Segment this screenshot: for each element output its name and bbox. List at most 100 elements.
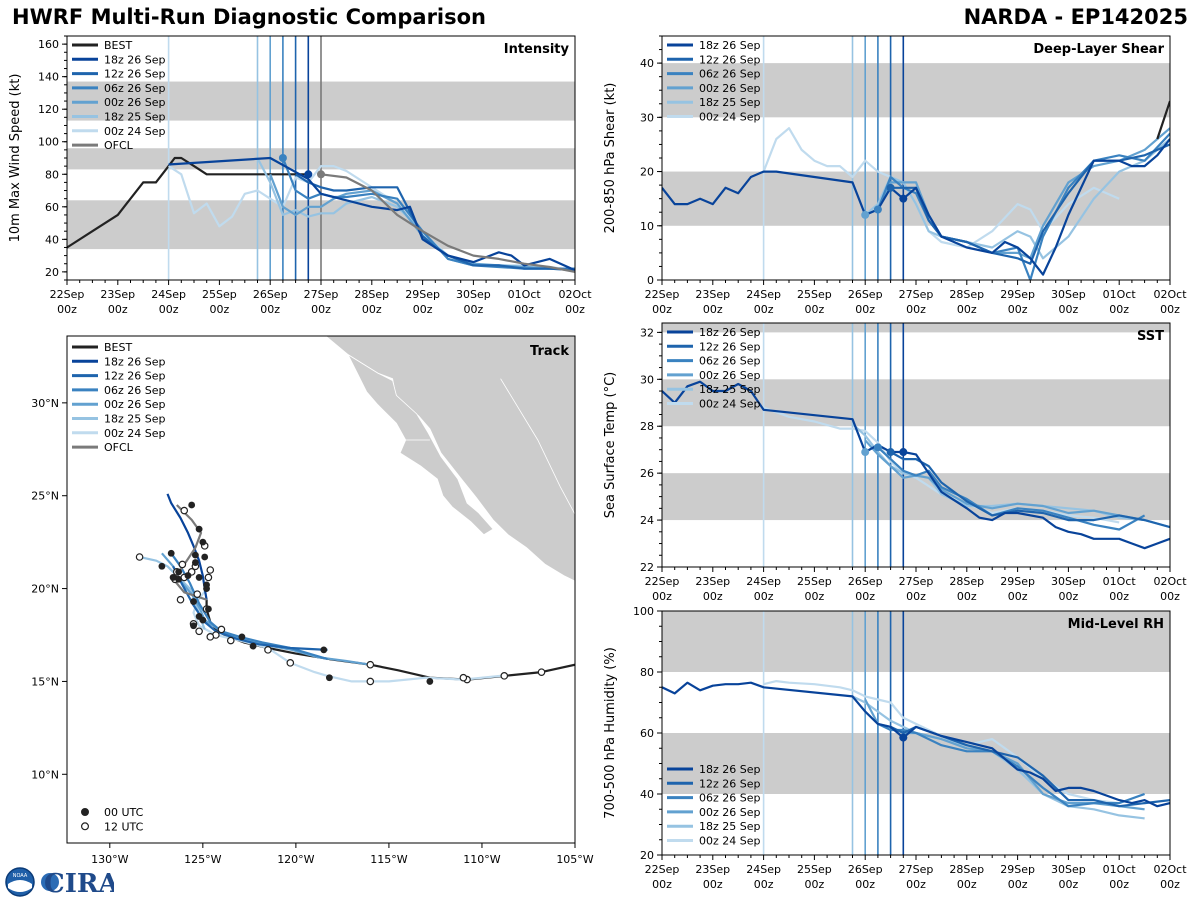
track-fix-00utc — [195, 525, 203, 533]
shear-x-tick-label: 23Sep — [695, 288, 730, 301]
noaa-logo-text: NOAA — [13, 873, 28, 879]
track-fix-12utc — [366, 677, 375, 686]
intensity-series-ofcl — [320, 173, 575, 273]
track-fix-00utc — [190, 622, 197, 630]
sst-series-00z-26-sep — [864, 439, 1145, 522]
shear-x-tick-label: 01Oct — [1103, 288, 1137, 301]
sst-panel-title: SST — [1137, 329, 1164, 344]
rh-y-tick-label: 40 — [640, 788, 654, 801]
shear-marker-06z-26-sep — [873, 205, 882, 214]
shear-series-best — [1156, 100, 1170, 140]
intensity-y-tick-label: 60 — [45, 201, 59, 214]
rh-series-18z-26-sep — [662, 681, 1170, 808]
intensity-marker-06z-26-sep — [278, 154, 287, 162]
track-fix-00utc — [184, 572, 192, 579]
intensity-x-tick-label: 00z — [260, 303, 280, 316]
sst-legend-label: 06z 26 Sep — [699, 355, 761, 368]
track-fix-12utc — [500, 672, 509, 680]
sst-x-tick-label: 00z — [1109, 590, 1129, 603]
intensity-x-tick-label: 00z — [362, 303, 382, 316]
shear-legend-label: 00z 26 Sep — [699, 82, 761, 95]
shear-y-tick-label: 30 — [640, 111, 654, 124]
rh-y-tick-label: 20 — [640, 849, 654, 862]
track-panel: 130°W 125°W 120°W 115°W 110°W 105°W 10°N 15°N 20… — [31, 335, 594, 866]
noaa-cira-logo: NOAA CIRA — [5, 867, 114, 898]
sst-marker-00z-26-sep — [861, 448, 870, 457]
sst-x-tick-label: 00z — [1059, 590, 1079, 603]
shear-y-tick-label: 0 — [647, 274, 654, 287]
shear-x-tick-label: 00z — [1109, 303, 1129, 316]
shear-y-tick-label: 20 — [640, 166, 654, 179]
track-x-tick-label: 130°W — [91, 853, 128, 866]
rh-x-tick-label: 00z — [1109, 878, 1129, 891]
rh-plot-area — [662, 611, 1170, 855]
track-fix-00utc — [195, 574, 203, 581]
rh-legend-label: 00z 26 Sep — [699, 806, 761, 819]
sst-marker-06z-26-sep — [873, 443, 882, 452]
intensity-x-tick-label: 24Sep — [151, 288, 186, 301]
intensity-panel-title: Intensity — [504, 42, 570, 57]
shear-x-tick-label: 00z — [703, 303, 723, 316]
track-marker-legend-label: 00 UTC — [104, 806, 144, 819]
rh-x-tick-label: 00z — [652, 878, 672, 891]
sst-x-tick-label: 00z — [855, 590, 875, 603]
track-fix-12utc — [366, 660, 375, 669]
rh-x-tick-label: 23Sep — [695, 863, 730, 876]
track-fix-12utc — [206, 566, 215, 574]
intensity-x-tick-label: 25Sep — [202, 288, 237, 301]
shear-marker-18z-26-sep — [899, 194, 908, 203]
rh-x-tick-label: 29Sep — [1000, 863, 1035, 876]
shear-marker-00z-26-sep — [861, 210, 870, 219]
shear-x-tick-label: 29Sep — [1000, 288, 1035, 301]
shear-x-tick-label: 00z — [754, 303, 774, 316]
shear-x-tick-label: 27Sep — [899, 288, 934, 301]
track-fix-12utc — [459, 673, 468, 682]
sst-y-tick-label: 28 — [640, 420, 654, 433]
sst-legend-label: 00z 24 Sep — [699, 398, 761, 411]
intensity-x-tick-label: 26Sep — [253, 288, 288, 301]
rh-x-tick-label: 00z — [1160, 878, 1180, 891]
intensity-x-tick-label: 00z — [57, 303, 77, 316]
track-fix-12utc — [217, 625, 226, 634]
shear-x-tick-label: 24Sep — [746, 288, 781, 301]
shear-y-tick-label: 40 — [640, 57, 654, 70]
rh-x-tick-label: 00z — [1008, 878, 1028, 891]
sst-panel: 22Sep 00z 23Sep 00z 24Sep 00z 25Sep 00z 26Sep 00z… — [603, 322, 1187, 603]
rh-x-tick-label: 25Sep — [797, 863, 832, 876]
intensity-x-tick-label: 01Oct — [508, 288, 542, 301]
sst-legend-label: 12z 26 Sep — [699, 340, 761, 353]
sst-band — [662, 323, 1170, 333]
track-y-tick-label: 10°N — [31, 768, 59, 781]
rh-x-tick-label: 00z — [703, 878, 723, 891]
intensity-x-tick-label: 22Sep — [50, 288, 85, 301]
track-fix-00utc — [188, 501, 196, 509]
intensity-legend-label: 12z 26 Sep — [104, 68, 166, 81]
sst-band — [662, 379, 1170, 427]
shear-series-18z-26-sep — [662, 138, 1170, 276]
track-legend-label: 12z 26 Sep — [104, 370, 166, 383]
rh-x-tick-label: 00z — [754, 878, 774, 891]
rh-legend-label: 00z 24 Sep — [699, 835, 761, 848]
shear-legend-label: 18z 26 Sep — [699, 39, 761, 52]
track-fix-12utc — [176, 595, 185, 604]
rh-legend-label: 06z 26 Sep — [699, 792, 761, 805]
sst-x-tick-label: 22Sep — [645, 575, 680, 588]
rh-x-tick-label: 30Sep — [1051, 863, 1086, 876]
state-border — [500, 378, 575, 515]
sst-marker-12z-26-sep — [886, 448, 895, 457]
shear-x-tick-label: 30Sep — [1051, 288, 1086, 301]
intensity-legend-label: OFCL — [104, 139, 134, 152]
intensity-legend-label: BEST — [104, 39, 132, 52]
sst-legend-label: 18z 25 Sep — [699, 383, 761, 396]
track-fix-00utc — [169, 574, 177, 581]
intensity-y-tick-label: 140 — [38, 71, 59, 84]
shear-legend-label: 12z 26 Sep — [699, 53, 761, 66]
track-fix-12utc — [226, 636, 235, 645]
intensity-x-tick-label: 23Sep — [100, 288, 135, 301]
shear-x-tick-label: 25Sep — [797, 288, 832, 301]
track-x-tick-label: 110°W — [463, 853, 500, 866]
sst-x-tick-label: 29Sep — [1000, 575, 1035, 588]
track-fix-00utc — [199, 538, 207, 546]
sst-y-axis-label: Sea Surface Temp (°C) — [603, 372, 618, 519]
